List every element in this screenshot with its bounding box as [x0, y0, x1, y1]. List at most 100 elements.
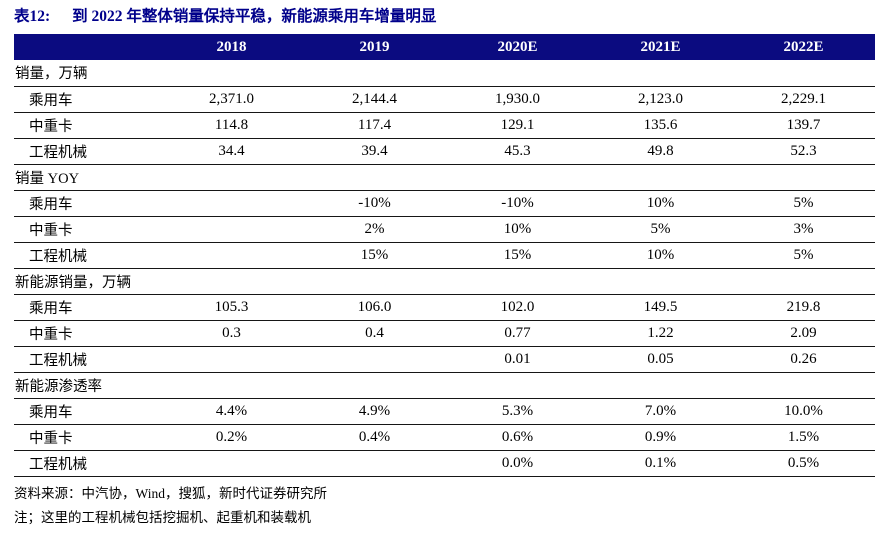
table-cell: -10%	[303, 190, 446, 217]
table-cell: 1,930.0	[446, 86, 589, 113]
definition-note: 注；这里的工程机械包括挖掘机、起重机和装载机	[14, 509, 311, 525]
table-cell: 2%	[303, 216, 446, 243]
row-label: 工程机械	[14, 138, 160, 165]
table-row: 工程机械 15% 15% 10% 5%	[14, 242, 875, 269]
table-cell: 0.2%	[160, 424, 303, 451]
row-label: 乘用车	[14, 190, 160, 217]
column-header-2020e: 2020E	[446, 34, 589, 60]
table-cell: 2,123.0	[589, 86, 732, 113]
table-cell: 7.0%	[589, 398, 732, 425]
table-cell: 0.4	[303, 320, 446, 347]
table-cell: 4.4%	[160, 398, 303, 425]
table-cell: 2.09	[732, 320, 875, 347]
table-cell: 10%	[589, 190, 732, 217]
table-row: 工程机械 0.01 0.05 0.26	[14, 346, 875, 373]
row-label: 中重卡	[14, 424, 160, 451]
column-header-empty	[14, 34, 160, 60]
table-cell: 0.4%	[303, 424, 446, 451]
table-cell: -10%	[446, 190, 589, 217]
row-label: 乘用车	[14, 398, 160, 425]
table-cell: 45.3	[446, 138, 589, 165]
table-cell: 219.8	[732, 294, 875, 321]
table-cell: 0.6%	[446, 424, 589, 451]
table-cell: 0.9%	[589, 424, 732, 451]
table-cell: 5.3%	[446, 398, 589, 425]
table-cell: 0.26	[732, 346, 875, 373]
table-cell	[160, 216, 303, 243]
table-cell: 3%	[732, 216, 875, 243]
data-table: 2018 2019 2020E 2021E 2022E 销量，万辆 乘用车 2,37…	[14, 34, 875, 477]
table-cell: 105.3	[160, 294, 303, 321]
section-header: 新能源销量，万辆	[14, 268, 875, 295]
column-header-2022e: 2022E	[732, 34, 875, 60]
table-cell: 0.5%	[732, 450, 875, 477]
table-cell: 0.01	[446, 346, 589, 373]
row-label: 工程机械	[14, 242, 160, 269]
section-header-row: 新能源渗透率	[14, 372, 875, 399]
table-cell: 1.22	[589, 320, 732, 347]
section-header-row: 销量 YOY	[14, 164, 875, 191]
table-body: 销量，万辆 乘用车 2,371.0 2,144.4 1,930.0 2,123.0 2,22…	[14, 60, 875, 477]
table-cell: 10%	[589, 242, 732, 269]
table-cell: 2,371.0	[160, 86, 303, 113]
table-row: 中重卡 0.3 0.4 0.77 1.22 2.09	[14, 320, 875, 347]
table-cell: 114.8	[160, 112, 303, 139]
table-cell: 15%	[446, 242, 589, 269]
table-row: 乘用车 2,371.0 2,144.4 1,930.0 2,123.0 2,229.1	[14, 86, 875, 113]
row-label: 中重卡	[14, 216, 160, 243]
table-row: 乘用车 -10% -10% 10% 5%	[14, 190, 875, 217]
table-cell: 2,144.4	[303, 86, 446, 113]
table-cell: 149.5	[589, 294, 732, 321]
table-cell: 135.6	[589, 112, 732, 139]
table-cell: 5%	[589, 216, 732, 243]
table-cell: 0.1%	[589, 450, 732, 477]
table-row: 中重卡 0.2% 0.4% 0.6% 0.9% 1.5%	[14, 424, 875, 451]
row-label: 工程机械	[14, 346, 160, 373]
table-cell	[303, 346, 446, 373]
table-cell: 0.3	[160, 320, 303, 347]
table-cell: 0.77	[446, 320, 589, 347]
column-header-2018: 2018	[160, 34, 303, 60]
table-cell: 4.9%	[303, 398, 446, 425]
table-cell: 1.5%	[732, 424, 875, 451]
table-row: 乘用车 105.3 106.0 102.0 149.5 219.8	[14, 294, 875, 321]
table-cell: 39.4	[303, 138, 446, 165]
table-header-row: 2018 2019 2020E 2021E 2022E	[14, 34, 875, 60]
section-header: 销量 YOY	[14, 164, 875, 191]
table-cell	[160, 450, 303, 477]
table-cell: 117.4	[303, 112, 446, 139]
table-cell: 5%	[732, 242, 875, 269]
section-header-row: 销量，万辆	[14, 60, 875, 87]
column-header-2019: 2019	[303, 34, 446, 60]
table-cell	[160, 190, 303, 217]
table-title-label: 表12:	[14, 8, 51, 25]
table-header: 2018 2019 2020E 2021E 2022E	[14, 34, 875, 60]
table-cell: 15%	[303, 242, 446, 269]
table-cell: 2,229.1	[732, 86, 875, 113]
table-row: 中重卡 2% 10% 5% 3%	[14, 216, 875, 243]
section-header-row: 新能源销量，万辆	[14, 268, 875, 295]
table-cell: 49.8	[589, 138, 732, 165]
table-row: 工程机械 0.0% 0.1% 0.5%	[14, 450, 875, 477]
table-cell: 52.3	[732, 138, 875, 165]
table-title: 表12: 到 2022 年整体销量保持平稳，新能源乘用车增量明显	[0, 0, 887, 27]
table-footer: 资料来源：中汽协，Wind，搜狐，新时代证券研究所 注；这里的工程机械包括挖掘机…	[14, 482, 887, 530]
section-header: 新能源渗透率	[14, 372, 875, 399]
table-cell: 34.4	[160, 138, 303, 165]
source-note: 资料来源：中汽协，Wind，搜狐，新时代证券研究所	[14, 485, 327, 501]
table-cell: 5%	[732, 190, 875, 217]
table-row: 中重卡 114.8 117.4 129.1 135.6 139.7	[14, 112, 875, 139]
row-label: 乘用车	[14, 294, 160, 321]
table-row: 工程机械 34.4 39.4 45.3 49.8 52.3	[14, 138, 875, 165]
table-cell: 102.0	[446, 294, 589, 321]
column-header-2021e: 2021E	[589, 34, 732, 60]
table-title-text: 到 2022 年整体销量保持平稳，新能源乘用车增量明显	[72, 8, 437, 25]
table-cell	[160, 346, 303, 373]
table-cell: 0.0%	[446, 450, 589, 477]
row-label: 中重卡	[14, 112, 160, 139]
section-header: 销量，万辆	[14, 60, 875, 87]
row-label: 工程机械	[14, 450, 160, 477]
table-cell	[303, 450, 446, 477]
row-label: 乘用车	[14, 86, 160, 113]
